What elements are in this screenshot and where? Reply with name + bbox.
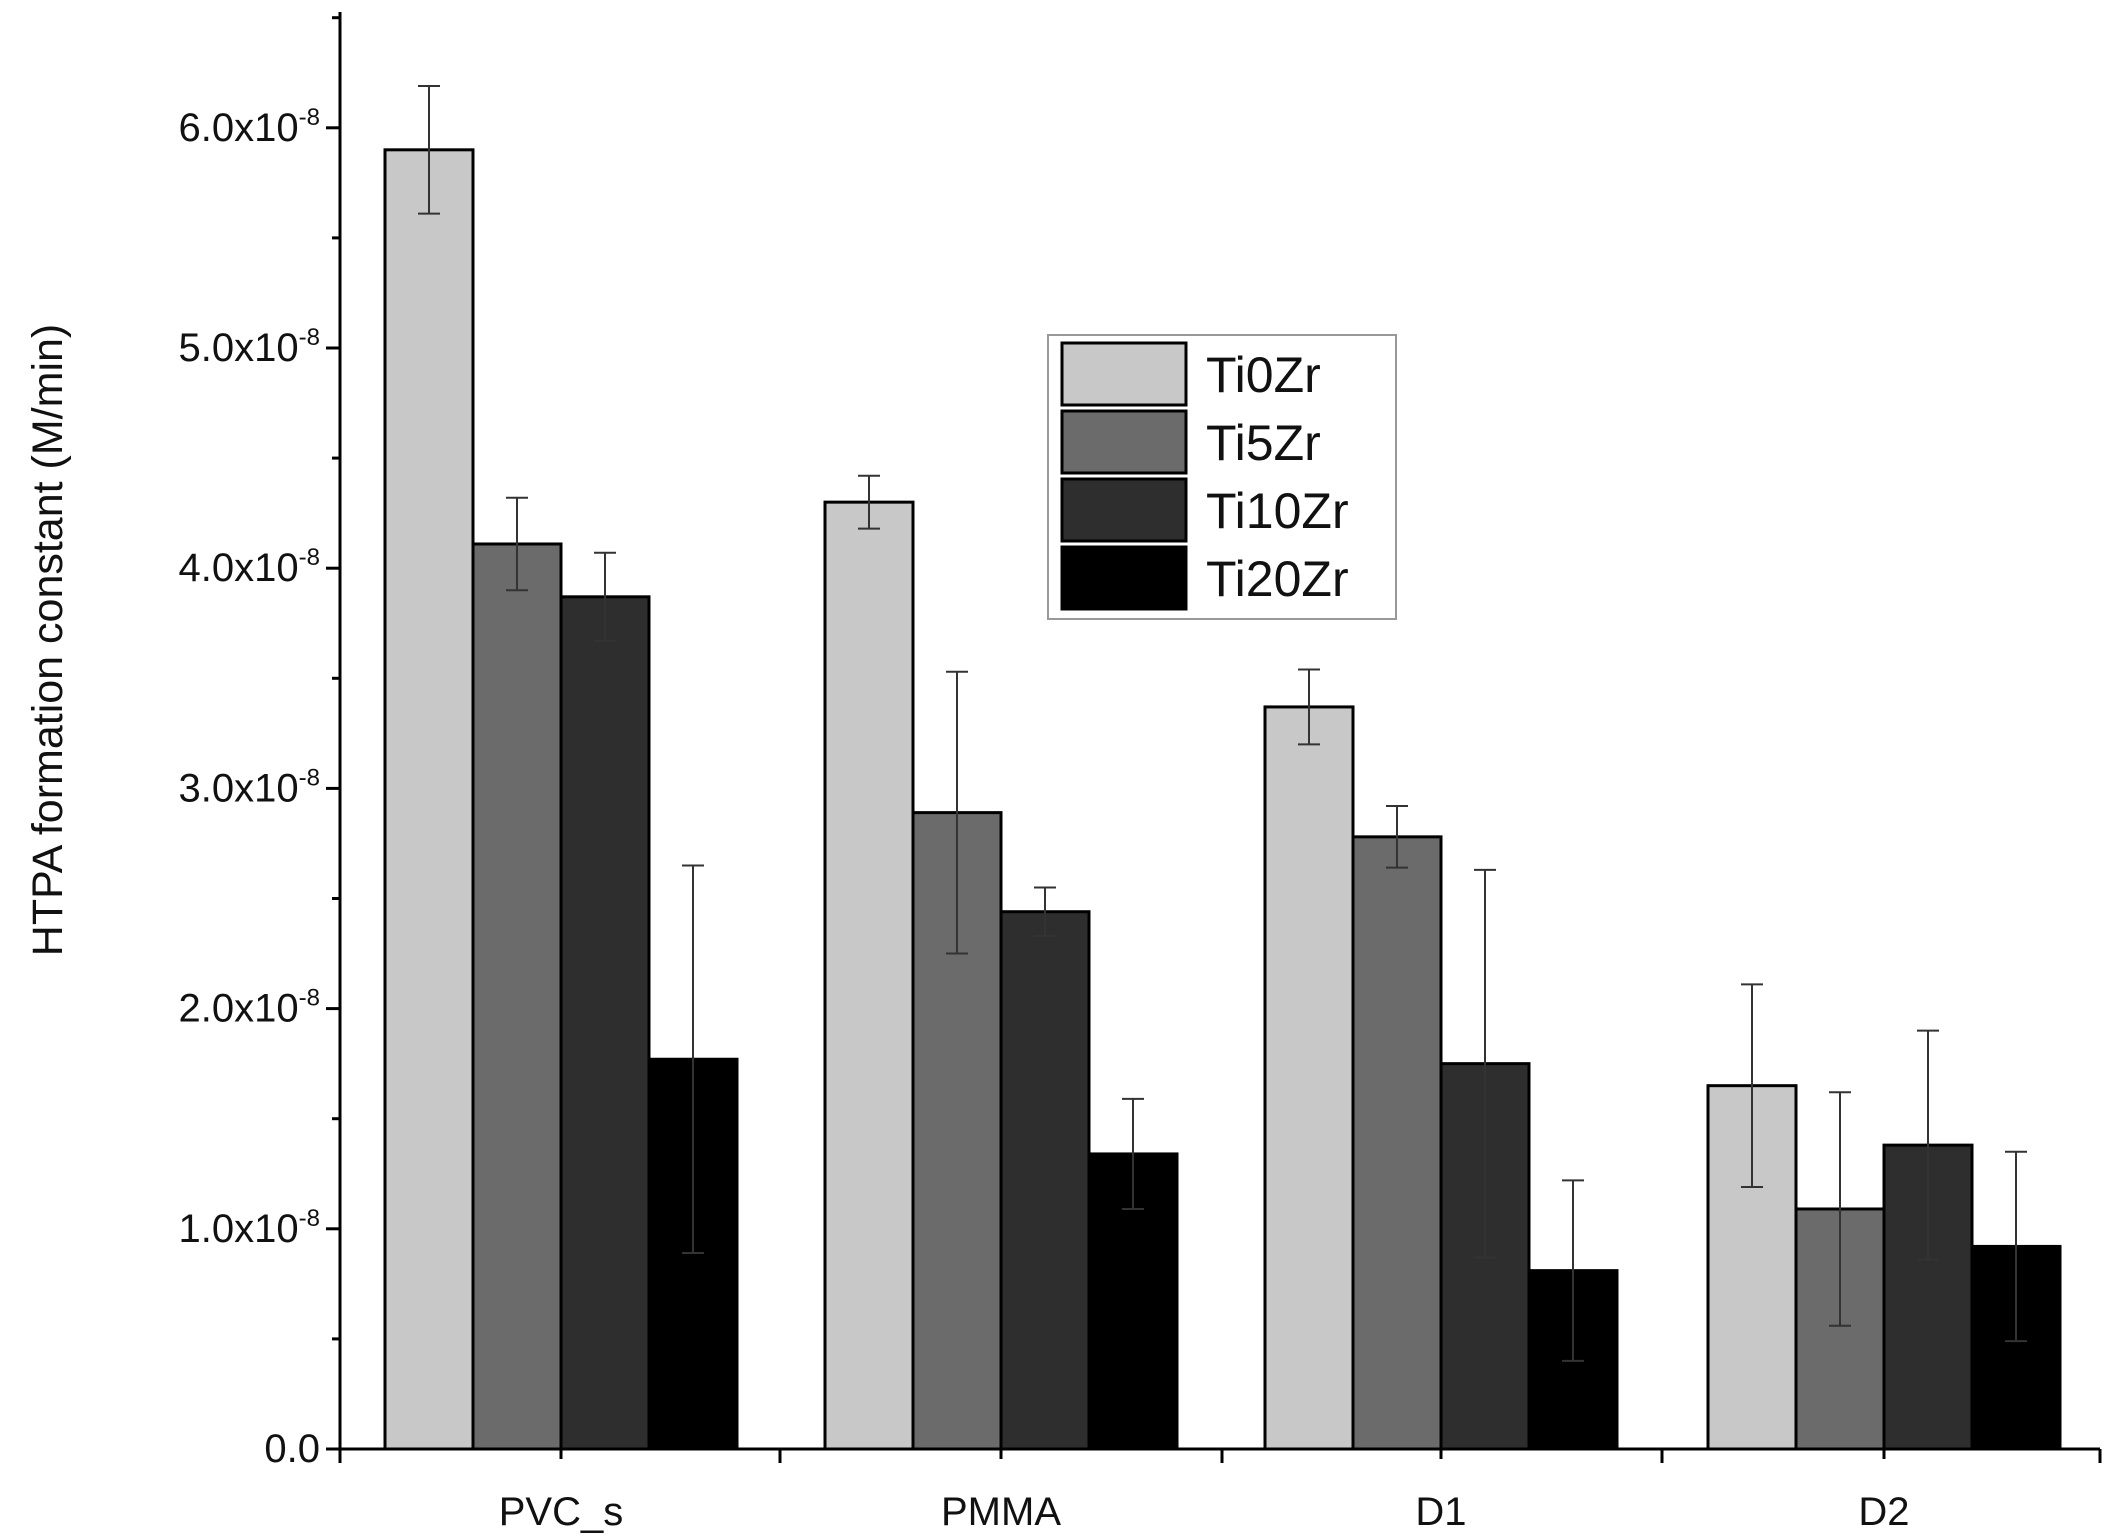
error-bar-Ti10Zr-D1 <box>1474 868 1496 1259</box>
error-bar-Ti0Zr-D1 <box>1298 668 1320 746</box>
error-bar-Ti5Zr-PVC_s <box>506 496 528 592</box>
y-tick-labels: 0.0 1.0x10-8 2.0x10-8 3.0x10-8 4.0x10-8 5.0x1… <box>179 104 320 1471</box>
legend-swatch-Ti10Zr <box>1060 477 1188 543</box>
x-tick-labels: PVC_s PMMA D1 D2 <box>499 1490 1910 1534</box>
legend: Ti0Zr Ti5Zr Ti10Zr Ti20Zr <box>1047 334 1397 620</box>
legend-label-Ti10Zr: Ti10Zr <box>1206 483 1349 539</box>
y-tick-label: 3.0x10-8 <box>179 764 320 810</box>
error-bar-Ti0Zr-D2 <box>1741 983 1763 1188</box>
error-bar-Ti0Zr-PVC_s <box>418 84 440 215</box>
error-bar-Ti0Zr-PMMA <box>858 474 880 530</box>
legend-swatch-Ti20Zr <box>1060 545 1188 611</box>
legend-label-Ti0Zr: Ti0Zr <box>1206 347 1321 403</box>
bar-Ti5Zr-D1 <box>1351 835 1443 1451</box>
x-tick-label-D1: D1 <box>1415 1490 1466 1534</box>
x-tick-label-PVC_s: PVC_s <box>499 1490 624 1534</box>
error-bar-Ti20Zr-D1 <box>1562 1179 1584 1362</box>
bar-Ti0Zr-D1 <box>1263 705 1355 1451</box>
x-tick-label-PMMA: PMMA <box>941 1490 1061 1534</box>
error-bar-Ti10Zr-PMMA <box>1034 886 1056 937</box>
legend-swatch-Ti5Zr <box>1060 409 1188 475</box>
error-bar-Ti5Zr-PMMA <box>946 670 968 955</box>
y-tick-label: 0.0 <box>264 1427 320 1471</box>
error-bar-Ti10Zr-PVC_s <box>594 551 616 642</box>
axes-layer <box>326 12 2102 1463</box>
error-bars-layer <box>418 84 2027 1362</box>
y-tick-label: 4.0x10-8 <box>179 544 320 590</box>
legend-label-Ti5Zr: Ti5Zr <box>1206 415 1321 471</box>
legend-swatch-Ti0Zr <box>1060 341 1188 407</box>
bar-Ti10Zr-PMMA <box>999 910 1091 1451</box>
bar-Ti20Zr-PVC_s <box>647 1057 739 1451</box>
bar-Ti10Zr-PVC_s <box>559 595 651 1451</box>
x-tick-label-D2: D2 <box>1858 1490 1909 1534</box>
legend-label-Ti20Zr: Ti20Zr <box>1206 551 1349 607</box>
error-bar-Ti5Zr-D1 <box>1386 805 1408 869</box>
error-bar-Ti20Zr-D2 <box>2005 1150 2027 1343</box>
error-bar-Ti20Zr-PVC_s <box>682 864 704 1255</box>
y-tick-label: 1.0x10-8 <box>179 1205 320 1251</box>
bar-Ti5Zr-PVC_s <box>471 542 563 1451</box>
y-axis-title: HTPA formation constant (M/min) <box>24 324 72 956</box>
error-bar-Ti20Zr-PMMA <box>1122 1097 1144 1210</box>
y-tick-label: 6.0x10-8 <box>179 104 320 150</box>
error-bar-Ti10Zr-D2 <box>1917 1029 1939 1261</box>
error-bar-Ti5Zr-D2 <box>1829 1091 1851 1327</box>
y-tick-label: 2.0x10-8 <box>179 985 320 1031</box>
bar-Ti0Zr-PMMA <box>823 500 915 1451</box>
y-tick-label: 5.0x10-8 <box>179 324 320 370</box>
bar-Ti0Zr-PVC_s <box>383 148 475 1451</box>
